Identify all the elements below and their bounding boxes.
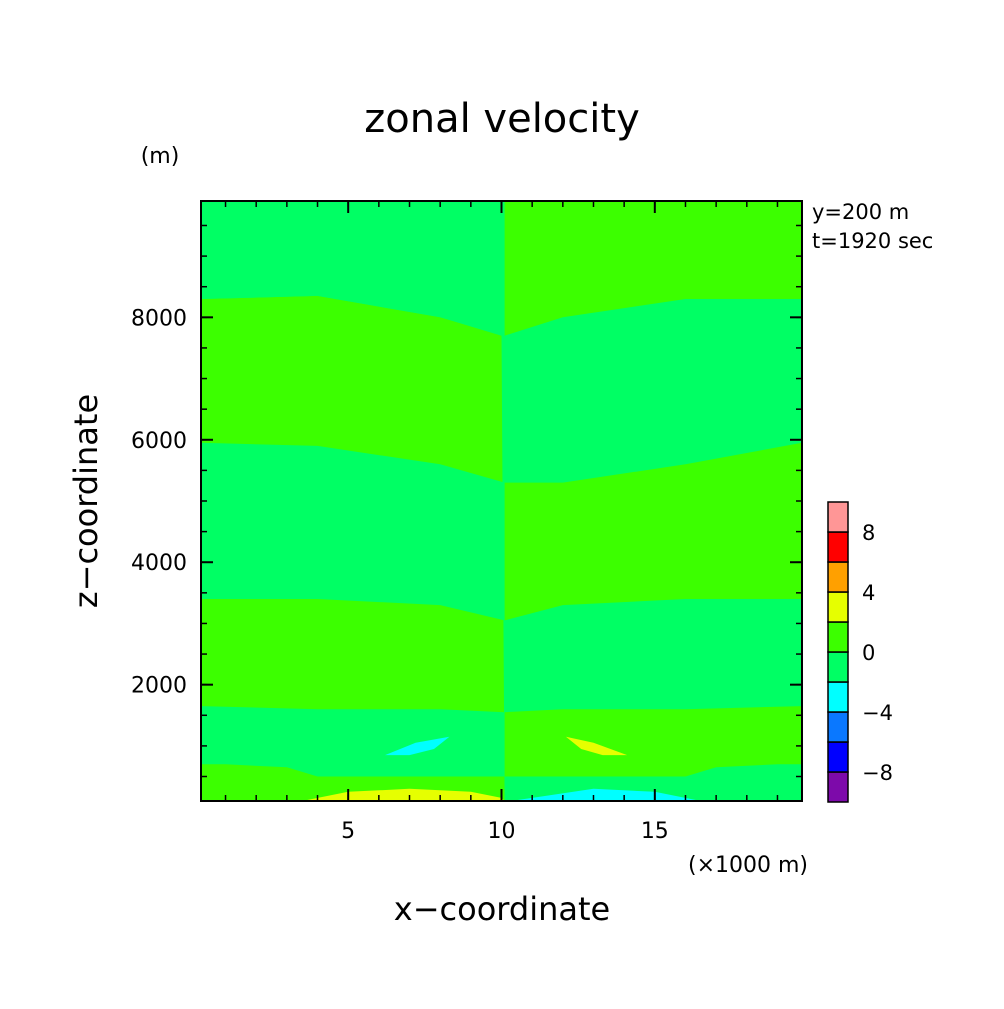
y-tick-label: 6000 bbox=[131, 429, 187, 454]
x-ticks: 5 10 15 bbox=[341, 201, 669, 844]
colorbar-tick-label: 4 bbox=[862, 581, 875, 605]
x-axis-unit: (×1000 m) bbox=[688, 853, 808, 878]
colorbar-cell bbox=[827, 531, 849, 563]
colorbar-tick-label: 0 bbox=[862, 641, 875, 665]
colorbar-cell bbox=[827, 711, 849, 743]
colorbar-cell bbox=[827, 741, 849, 773]
colorbar-cell bbox=[827, 561, 849, 593]
y-tick-label: 8000 bbox=[131, 306, 187, 331]
colorbar-cell bbox=[827, 621, 849, 653]
colorbar-tick-label: 8 bbox=[862, 521, 875, 545]
contour-regions bbox=[201, 201, 802, 801]
contour-region-4 bbox=[504, 201, 802, 336]
y-ticks: 2000 4000 6000 8000 bbox=[131, 306, 802, 699]
contour-region-3 bbox=[201, 706, 505, 777]
contour-region-9 bbox=[302, 788, 505, 801]
colorbar: 8 4 0 −4 −8 bbox=[827, 501, 893, 803]
annotation-t: t=1920 sec bbox=[812, 229, 933, 253]
chart-title: zonal velocity bbox=[364, 96, 640, 142]
colorbar-cell bbox=[827, 591, 849, 623]
contour-region-6 bbox=[504, 706, 802, 777]
annotation-y: y=200 m bbox=[812, 200, 909, 224]
y-tick-label: 2000 bbox=[131, 674, 187, 699]
x-axis-label: x−coordinate bbox=[394, 890, 610, 928]
contour-region-2 bbox=[201, 442, 505, 621]
colorbar-tick-label: −4 bbox=[862, 701, 893, 725]
x-tick-label: 10 bbox=[488, 819, 516, 844]
contour-region-1 bbox=[201, 201, 505, 336]
colorbar-cell bbox=[827, 681, 849, 713]
colorbar-cell bbox=[827, 501, 849, 533]
contour-region-10 bbox=[510, 788, 701, 801]
contour-region-5 bbox=[504, 442, 802, 621]
y-tick-label: 4000 bbox=[131, 551, 187, 576]
y-axis-label: z−coordinate bbox=[67, 394, 105, 608]
y-axis-unit: (m) bbox=[141, 144, 180, 169]
x-tick-label: 15 bbox=[641, 819, 669, 844]
colorbar-cell bbox=[827, 771, 849, 803]
contour-region-8 bbox=[565, 736, 628, 756]
contour-region-7 bbox=[385, 736, 450, 756]
plot-area bbox=[200, 200, 803, 802]
x-tick-label: 5 bbox=[341, 819, 355, 844]
colorbar-cell bbox=[827, 651, 849, 683]
colorbar-tick-label: −8 bbox=[862, 761, 893, 785]
